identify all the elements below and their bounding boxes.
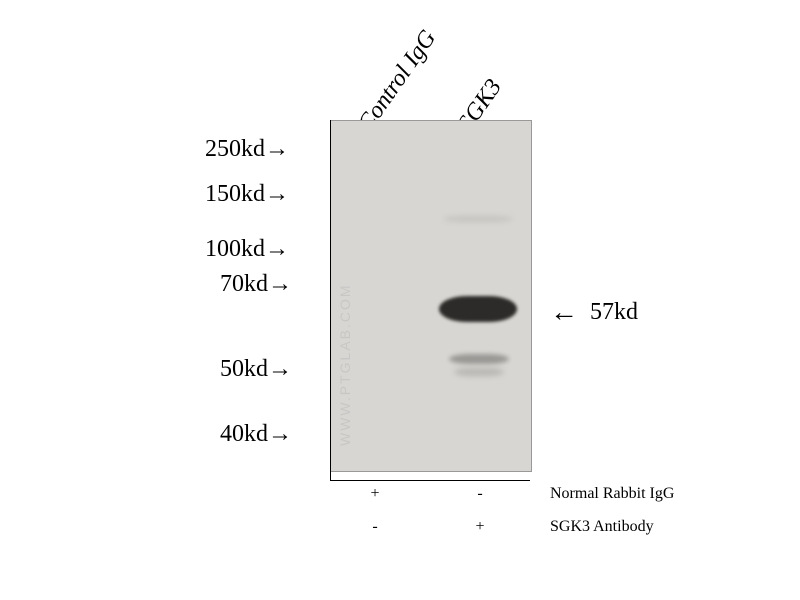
mw-marker: 70kd→ <box>220 270 292 298</box>
blot-band-main <box>439 296 517 322</box>
table-cell: - <box>355 518 395 536</box>
mw-label: 50kd <box>220 356 268 382</box>
watermark-text: WWW.PTGLAB.COM <box>337 283 353 446</box>
blot-left-border <box>330 120 331 480</box>
table-row-label: SGK3 Antibody <box>550 518 654 536</box>
table-row-label: Normal Rabbit IgG <box>550 485 674 503</box>
arrow-right-icon: → <box>268 270 292 298</box>
mw-label: 100kd <box>205 236 265 262</box>
mw-label: 40kd <box>220 421 268 447</box>
mw-label: 250kd <box>205 136 265 162</box>
table-top-border <box>330 480 530 481</box>
mw-marker: 150kd→ <box>205 180 289 208</box>
blot-area: WWW.PTGLAB.COM <box>330 120 532 472</box>
table-cell: - <box>460 485 500 503</box>
arrow-right-icon: → <box>268 420 292 448</box>
target-band-label: 57kd <box>590 299 638 326</box>
mw-marker: 40kd→ <box>220 420 292 448</box>
arrow-right-icon: → <box>265 135 289 163</box>
blot-band <box>443 216 513 222</box>
arrow-right-icon: → <box>265 235 289 263</box>
table-cell: + <box>460 518 500 536</box>
mw-marker: 250kd→ <box>205 135 289 163</box>
target-band-row: ← 57kd <box>550 296 638 328</box>
mw-marker: 50kd→ <box>220 355 292 383</box>
arrow-left-icon: ← <box>550 296 578 328</box>
mw-label: 150kd <box>205 181 265 207</box>
blot-band <box>454 368 504 376</box>
mw-marker: 100kd→ <box>205 235 289 263</box>
blot-band <box>449 354 509 364</box>
arrow-right-icon: → <box>265 180 289 208</box>
arrow-right-icon: → <box>268 355 292 383</box>
mw-label: 70kd <box>220 271 268 297</box>
table-cell: + <box>355 485 395 503</box>
figure-container: Control IgG SGK3 250kd→ 150kd→ 100kd→ 70… <box>50 20 750 580</box>
